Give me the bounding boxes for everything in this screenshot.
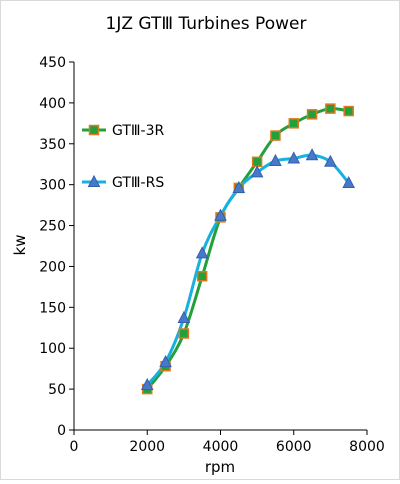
data-point-gt3-3r bbox=[251, 156, 263, 168]
chart-title: 1JZ GTⅢ Turbines Power bbox=[106, 14, 307, 34]
legend-label-gt3-3r: GTⅢ-3R bbox=[112, 123, 165, 139]
data-point-gt3-rs bbox=[177, 310, 191, 323]
x-tick-label: 0 bbox=[70, 439, 79, 455]
y-tick-label: 200 bbox=[39, 259, 66, 275]
x-tick-label: 4000 bbox=[203, 439, 239, 455]
y-tick-label: 450 bbox=[39, 55, 66, 71]
data-point-gt3-rs bbox=[305, 148, 319, 161]
y-tick-label: 50 bbox=[48, 382, 66, 398]
data-point-gt3-3r bbox=[306, 109, 318, 120]
y-tick-label: 350 bbox=[39, 137, 66, 153]
y-tick-label: 150 bbox=[39, 300, 66, 316]
y-tick-label: 300 bbox=[39, 178, 66, 194]
legend: GTⅢ-3R GTⅢ-RS bbox=[82, 123, 165, 191]
data-point-gt3-rs bbox=[214, 208, 227, 221]
y-tick-label: 0 bbox=[57, 423, 66, 439]
data-point-gt3-rs bbox=[287, 151, 301, 164]
data-point-gt3-3r bbox=[196, 271, 208, 282]
data-point-gt3-3r bbox=[288, 118, 299, 129]
x-tick-label: 2000 bbox=[129, 439, 165, 455]
series-line-gt3-3r bbox=[145, 107, 351, 391]
series-line-gt3-rs bbox=[145, 153, 351, 387]
x-tick-label: 6000 bbox=[276, 439, 312, 455]
y-tick-label: 100 bbox=[39, 341, 66, 357]
y-tick-label: 400 bbox=[39, 96, 66, 112]
y-tick-label: 250 bbox=[39, 219, 66, 235]
data-point-gt3-rs bbox=[140, 377, 154, 391]
data-point-gt3-rs bbox=[159, 355, 172, 368]
legend-label-gt3-rs: GTⅢ-RS bbox=[112, 175, 164, 191]
data-point-gt3-rs bbox=[195, 246, 209, 259]
data-point-gt3-rs bbox=[269, 153, 282, 166]
x-axis-label: rpm bbox=[205, 458, 235, 476]
legend-marker-gt3-3r bbox=[88, 124, 100, 136]
data-point-gt3-rs bbox=[232, 180, 246, 193]
legend-marker-gt3-rs bbox=[87, 174, 101, 187]
series-lines bbox=[145, 107, 351, 391]
x-tick-label: 8000 bbox=[349, 439, 385, 455]
y-axis-label: kw bbox=[11, 235, 29, 256]
data-point-gt3-rs bbox=[342, 175, 356, 189]
data-point-gt3-rs bbox=[250, 165, 264, 178]
axes: 0 50 100 150 200 250 300 350 400 450 0 2000 4000 6000… bbox=[39, 55, 385, 455]
data-point-gt3-rs bbox=[324, 154, 337, 167]
data-point-gt3-3r bbox=[325, 103, 336, 114]
data-point-gt3-3r bbox=[270, 130, 281, 141]
data-point-gt3-3r bbox=[343, 105, 354, 117]
data-point-gt3-3r bbox=[178, 328, 190, 339]
series-markers bbox=[140, 103, 356, 395]
